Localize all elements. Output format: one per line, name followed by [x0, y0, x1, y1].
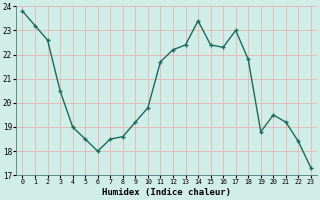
- X-axis label: Humidex (Indice chaleur): Humidex (Indice chaleur): [102, 188, 231, 197]
